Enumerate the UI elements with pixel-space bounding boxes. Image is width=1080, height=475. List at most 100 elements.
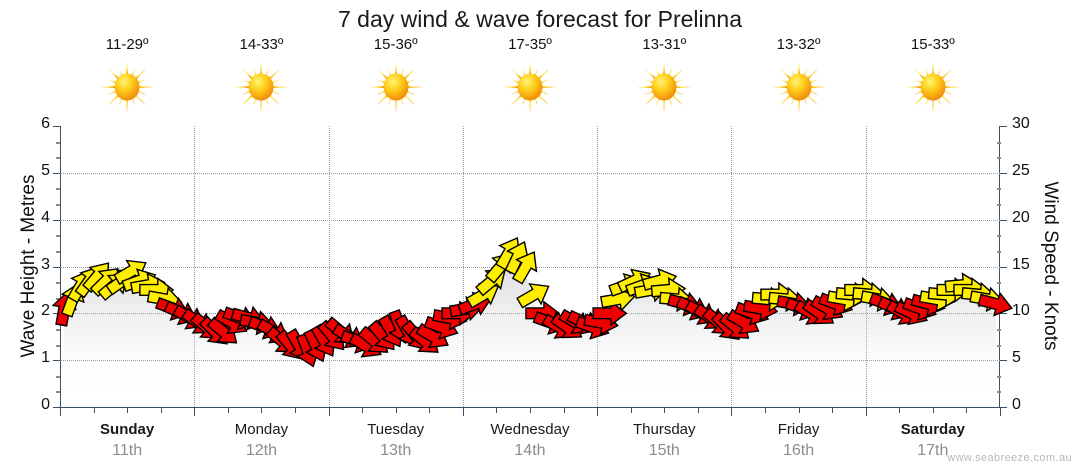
x-axis-tick-minor (798, 407, 800, 413)
y-axis-left-tick-label: 2 (41, 302, 50, 320)
gridline-day-separator (194, 126, 196, 407)
y-axis-left-tick-label: 4 (41, 208, 50, 226)
x-axis-tick-minor (127, 407, 129, 413)
day-label-sunday: Sunday 11th (60, 420, 194, 470)
plot-area: 0 0 1 5 2 10 3 15 4 20 5 25 6 30 (41, 115, 1030, 413)
axis-tick-major (1000, 407, 1007, 408)
x-axis-tick-major (1000, 407, 1001, 416)
day-name: Tuesday (367, 421, 425, 438)
day-label-saturday: Saturday 17th (866, 420, 1000, 470)
axis-tick-minor (56, 328, 60, 331)
day-name: Saturday (900, 421, 965, 438)
axis-tick-minor (56, 235, 60, 238)
day-header-strip: 11-29º 14-33º 15-36º (60, 36, 1000, 122)
x-axis-tick-major (597, 407, 599, 416)
axis-tick-minor (997, 344, 1001, 347)
axis-tick-minor (56, 344, 60, 347)
axis-tick-major (1000, 313, 1007, 315)
axis-tick-minor (997, 282, 1001, 285)
day-header-monday: 14-33º (194, 36, 328, 122)
sun-icon (230, 58, 292, 116)
axis-tick-minor (56, 375, 60, 378)
axis-tick-major (53, 407, 60, 408)
wind-arrow (516, 283, 550, 309)
gridline-day-separator (328, 126, 331, 407)
gridline-horizontal (60, 172, 1000, 175)
axis-tick-minor (997, 204, 1001, 207)
day-name: Thursday (633, 421, 696, 438)
axis-tick-major (1000, 219, 1007, 221)
x-axis-tick-minor (630, 407, 632, 413)
x-axis-tick-minor (932, 407, 934, 413)
x-axis-tick-minor (563, 407, 565, 413)
day-date: 12th (245, 442, 277, 459)
y-axis-left-tick-label: 1 (41, 349, 50, 367)
x-axis-tick-minor (362, 407, 364, 413)
y-axis-right-tick-label: 20 (1012, 208, 1030, 226)
y-axis-right-tick-label: 30 (1012, 115, 1030, 132)
x-axis-tick-minor (429, 407, 431, 413)
x-axis-tick-major (60, 407, 61, 416)
x-axis-tick-major (462, 407, 464, 416)
series-shadow (60, 261, 1000, 407)
sun-icon (499, 58, 561, 116)
axis-tick-major (53, 126, 60, 127)
x-axis-tick-minor (765, 407, 766, 413)
axis-tick-major (53, 172, 60, 174)
sun-icon (96, 58, 158, 116)
day-name: Wednesday (490, 421, 570, 438)
axis-tick-minor (56, 391, 60, 394)
temperature-range: 13-31º (642, 36, 687, 53)
y-axis-right-tick-label: 5 (1012, 349, 1021, 367)
x-axis-tick-minor (295, 407, 296, 413)
axis-tick-minor (997, 188, 1001, 191)
x-axis-tick-minor (966, 407, 968, 413)
day-header-thursday: 13-31º (597, 36, 731, 122)
temperature-range: 11-29º (105, 36, 149, 53)
axis-tick-major (1000, 266, 1007, 268)
sun-icon (768, 58, 830, 116)
wind-arrow-series (51, 237, 1014, 407)
y-axis-left-tick-label: 3 (41, 255, 50, 273)
axis-tick-minor (997, 375, 1001, 378)
day-label-tuesday: Tuesday 13th (329, 420, 463, 470)
gridline-day-separator (462, 126, 465, 407)
temperature-range: 15-33º (910, 36, 955, 53)
x-axis-tick-major (865, 407, 867, 416)
y-axis-left-tick-label: 5 (41, 161, 50, 179)
day-label-wednesday: Wednesday 14th (463, 420, 597, 470)
y-axis-right-tick-label: 10 (1012, 302, 1030, 320)
page-title: 7 day wind & wave forecast for Prelinna (338, 6, 742, 32)
temperature-range: 15-36º (373, 36, 418, 53)
x-axis-tick-minor (93, 407, 95, 413)
wind-arrow (977, 291, 1014, 317)
day-header-sunday: 11-29º (60, 36, 194, 122)
day-date: 16th (782, 442, 815, 459)
axis-tick-minor (56, 282, 60, 285)
y-axis-left-tick-label: 6 (41, 115, 50, 132)
gridline-horizontal (60, 219, 1000, 222)
x-axis-tick-minor (664, 407, 666, 413)
gridline-day-separator (865, 126, 868, 407)
x-axis-tick-minor (227, 407, 229, 413)
day-header-saturday: 15-33º (866, 36, 1000, 122)
axis-tick-minor (997, 250, 1001, 253)
y-axis-right-tick-label: 0 (1012, 396, 1021, 413)
x-axis-tick-minor (261, 407, 263, 413)
x-axis-tick-minor (899, 407, 901, 413)
axis-tick-major (53, 219, 60, 221)
day-name: Sunday (100, 421, 155, 438)
day-label-strip: Sunday 11th Monday 12th Tuesday 13th Wednesday… (60, 420, 1000, 470)
temperature-range: 17-35º (508, 36, 552, 53)
temperature-range: 14-33º (239, 36, 284, 53)
day-date: 15th (648, 442, 680, 459)
y-axis-right-tick-label: 15 (1012, 255, 1030, 273)
axis-tick-minor (997, 328, 1001, 331)
x-axis-tick-major (194, 407, 196, 416)
day-label-thursday: Thursday 15th (597, 420, 731, 470)
axis-tick-minor (56, 188, 60, 191)
temperature-range: 13-32º (776, 36, 821, 53)
axis-tick-major (53, 266, 60, 268)
day-header-tuesday: 15-36º (329, 36, 463, 122)
sun-icon (365, 58, 427, 116)
